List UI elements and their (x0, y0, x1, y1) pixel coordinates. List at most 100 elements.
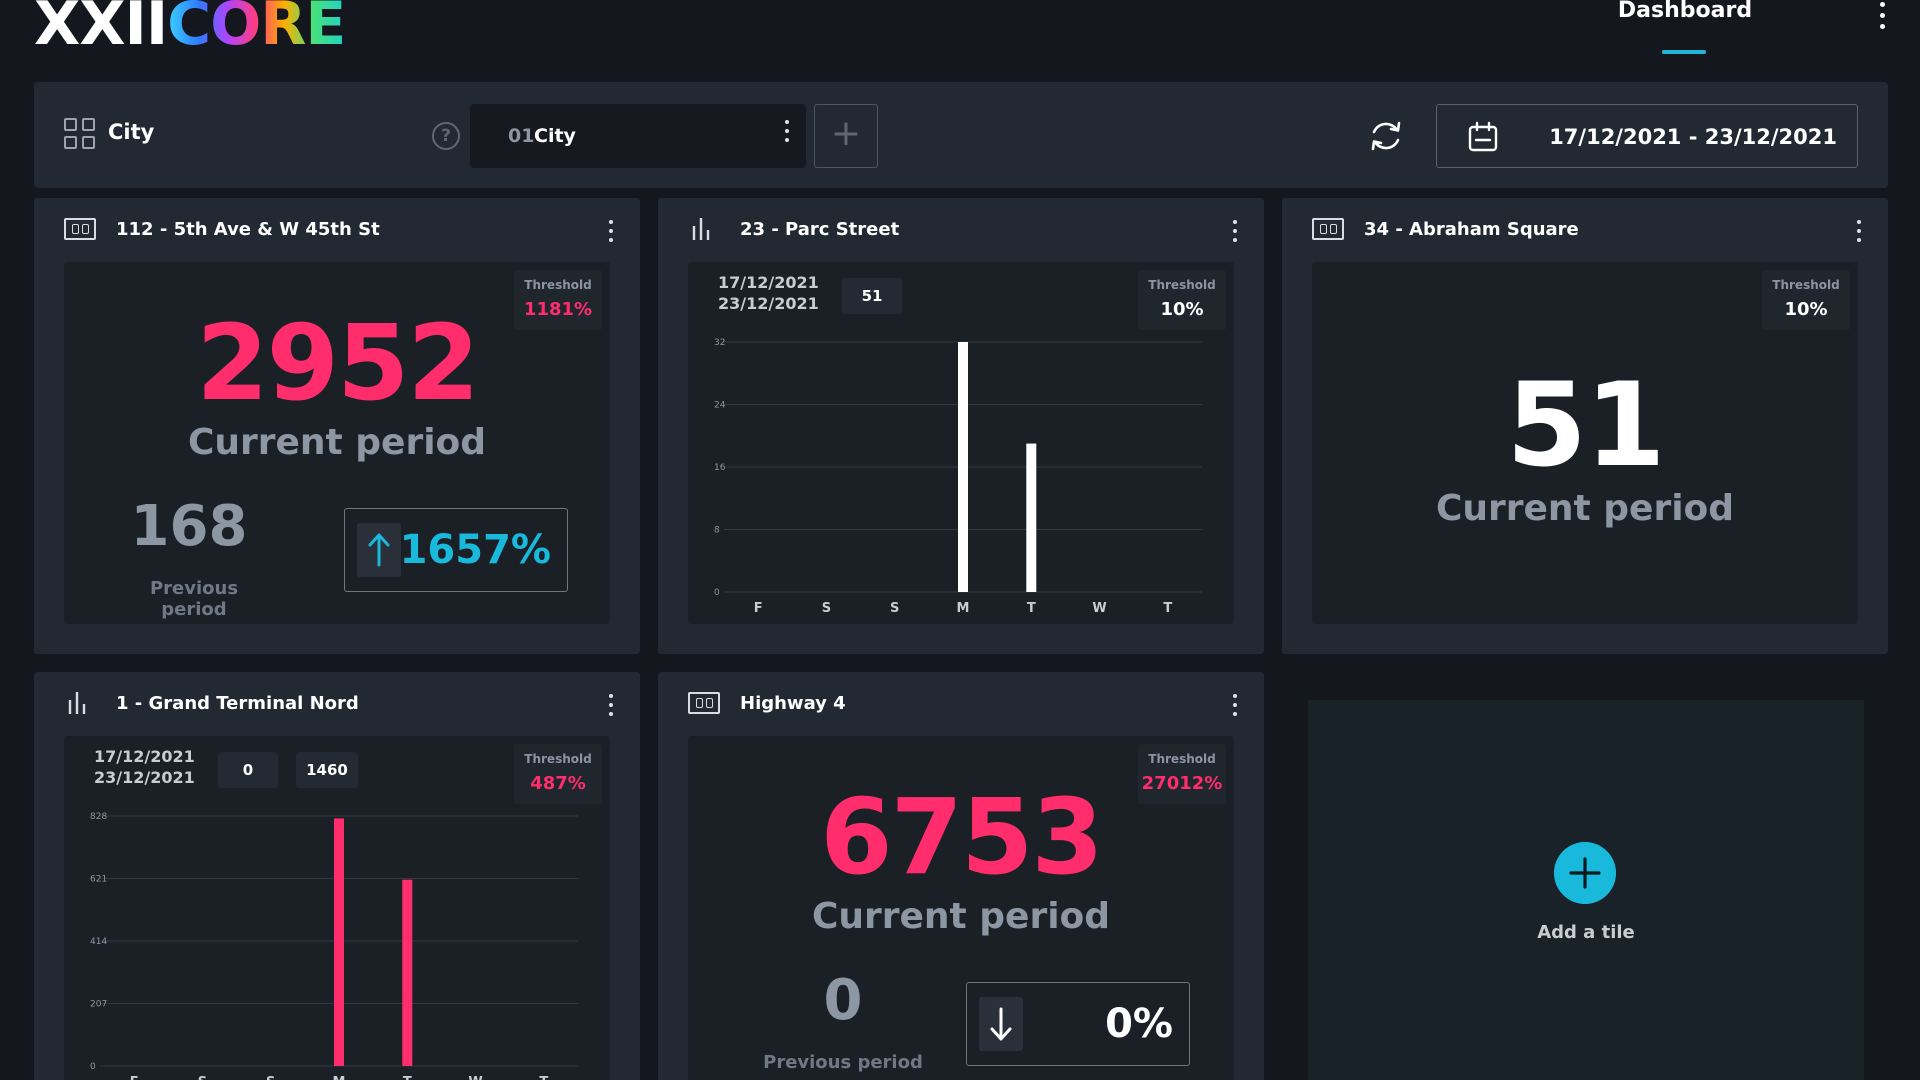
tile-menu-icon[interactable] (1230, 694, 1240, 716)
chart-date-from: 17/12/2021 (94, 747, 195, 766)
x-tick-label: T (1027, 601, 1036, 616)
tile-title: 112 - 5th Ave & W 45th St (116, 219, 380, 240)
add-tile-label: Add a tile (1537, 922, 1635, 943)
tile-menu-icon[interactable] (1230, 220, 1240, 242)
y-tick-label: 0 (714, 588, 720, 598)
tile-5th-ave: 112 - 5th Ave & W 45th St Threshold 1181… (34, 198, 640, 654)
bar-chart: 0 207 414 621 828 F S S M T W T (90, 812, 578, 1080)
threshold-value: 10% (1160, 299, 1204, 320)
bar-chart: 0 8 16 24 32 F S S M T W T (714, 338, 1202, 616)
threshold-label: Threshold (1148, 752, 1216, 766)
chart-value-badge: 51 (842, 278, 902, 314)
threshold-value: 10% (1784, 299, 1828, 320)
logo-text-part1: XXII (34, 0, 168, 59)
y-tick-label: 621 (90, 875, 107, 885)
y-tick-label: 828 (90, 812, 107, 822)
x-tick-label: S (822, 601, 831, 616)
bar (958, 342, 968, 592)
tile-title: 23 - Parc Street (740, 219, 900, 240)
y-tick-label: 32 (714, 338, 725, 348)
city-select-menu-icon[interactable] (782, 120, 792, 142)
y-tick-label: 0 (90, 1062, 96, 1072)
chart-date-range: 17/12/2021 23/12/2021 (94, 746, 195, 788)
change-value: 1657% (399, 527, 551, 573)
previous-label: Previous period (149, 578, 239, 620)
tile-abraham-square: 34 - Abraham Square Threshold 10% 51 Cur… (1282, 198, 1888, 654)
grid-icon (64, 118, 96, 150)
tile-menu-icon[interactable] (606, 220, 616, 242)
help-icon[interactable]: ? (432, 122, 460, 150)
threshold-value: 487% (530, 773, 586, 794)
threshold-badge: Threshold 487% (514, 744, 602, 804)
chart-date-from: 17/12/2021 (718, 273, 819, 292)
counter-icon (688, 692, 720, 714)
threshold-badge: Threshold 10% (1138, 270, 1226, 330)
logo-text-part2: CORE (167, 0, 346, 59)
previous-value: 168 (130, 494, 248, 559)
chart-date-to: 23/12/2021 (718, 294, 819, 313)
y-tick-label: 16 (714, 463, 726, 473)
threshold-value: 27012% (1141, 773, 1223, 794)
threshold-badge: Threshold 27012% (1138, 744, 1226, 804)
tile-parc-street: 23 - Parc Street 17/12/2021 23/12/2021 5… (658, 198, 1264, 654)
x-tick-label: F (754, 601, 763, 616)
chart-max-badge: 1460 (296, 752, 358, 788)
chart-min-badge: 0 (218, 752, 278, 788)
change-box: 0% (966, 982, 1190, 1066)
threshold-label: Threshold (524, 278, 592, 292)
tile-title: Highway 4 (740, 693, 846, 714)
current-value: 51 (1506, 358, 1665, 493)
current-label: Current period (1435, 488, 1735, 529)
tile-highway-4: Highway 4 Threshold 27012% 6753 Current … (658, 672, 1264, 1080)
arrow-up-icon (357, 523, 401, 577)
arrow-down-icon (979, 997, 1023, 1051)
threshold-label: Threshold (1148, 278, 1216, 292)
add-city-button[interactable]: + (814, 104, 878, 168)
tile-title: 34 - Abraham Square (1364, 219, 1579, 240)
bar (334, 818, 344, 1066)
x-tick-label: M (957, 601, 970, 616)
y-tick-label: 24 (714, 401, 726, 411)
date-range-text: 17/12/2021 - 23/12/2021 (1549, 125, 1837, 149)
y-tick-label: 207 (90, 1000, 107, 1010)
change-value: 0% (1105, 1001, 1173, 1047)
counter-icon (64, 218, 96, 240)
app-menu-icon[interactable] (1872, 0, 1892, 40)
app-logo[interactable]: XXIICORE (34, 0, 346, 54)
add-tile-area[interactable]: Add a tile (1308, 700, 1864, 1080)
tab-dashboard[interactable]: Dashboard (1617, 0, 1753, 23)
filter-bar: City ? 01 City + 17/12/2021 - 23/12/2021 (34, 82, 1888, 188)
threshold-label: Threshold (1772, 278, 1840, 292)
chart-date-to: 23/12/2021 (94, 768, 195, 787)
bar (402, 879, 413, 1066)
date-range-picker[interactable]: 17/12/2021 - 23/12/2021 (1436, 104, 1858, 168)
current-label: Current period (187, 422, 487, 463)
tile-menu-icon[interactable] (1854, 220, 1864, 242)
refresh-icon[interactable] (1366, 116, 1406, 156)
tile-menu-icon[interactable] (606, 694, 616, 716)
counter-icon (1312, 218, 1344, 240)
city-select[interactable]: 01 City (470, 104, 806, 168)
threshold-badge: Threshold 1181% (514, 270, 602, 330)
city-select-number: 01 (508, 125, 535, 147)
x-tick-label: S (266, 1075, 275, 1080)
bar (1026, 443, 1037, 592)
x-tick-label: S (890, 601, 899, 616)
previous-label: Previous period (763, 1052, 923, 1073)
x-tick-label: W (1092, 601, 1106, 616)
current-label: Current period (811, 896, 1111, 937)
tile-title: 1 - Grand Terminal Nord (116, 693, 359, 714)
current-value: 2952 (196, 302, 479, 424)
current-value: 6753 (820, 776, 1103, 898)
x-tick-label: S (198, 1075, 207, 1080)
y-tick-label: 8 (714, 526, 720, 536)
chart-date-range: 17/12/2021 23/12/2021 (718, 272, 819, 314)
x-tick-label: T (403, 1075, 412, 1080)
y-tick-label: 414 (90, 937, 107, 947)
x-tick-label: T (1163, 601, 1172, 616)
previous-value: 0 (823, 968, 863, 1033)
x-tick-label: W (468, 1075, 482, 1080)
add-tile-button[interactable] (1554, 842, 1616, 904)
threshold-label: Threshold (524, 752, 592, 766)
change-box: 1657% (344, 508, 568, 592)
